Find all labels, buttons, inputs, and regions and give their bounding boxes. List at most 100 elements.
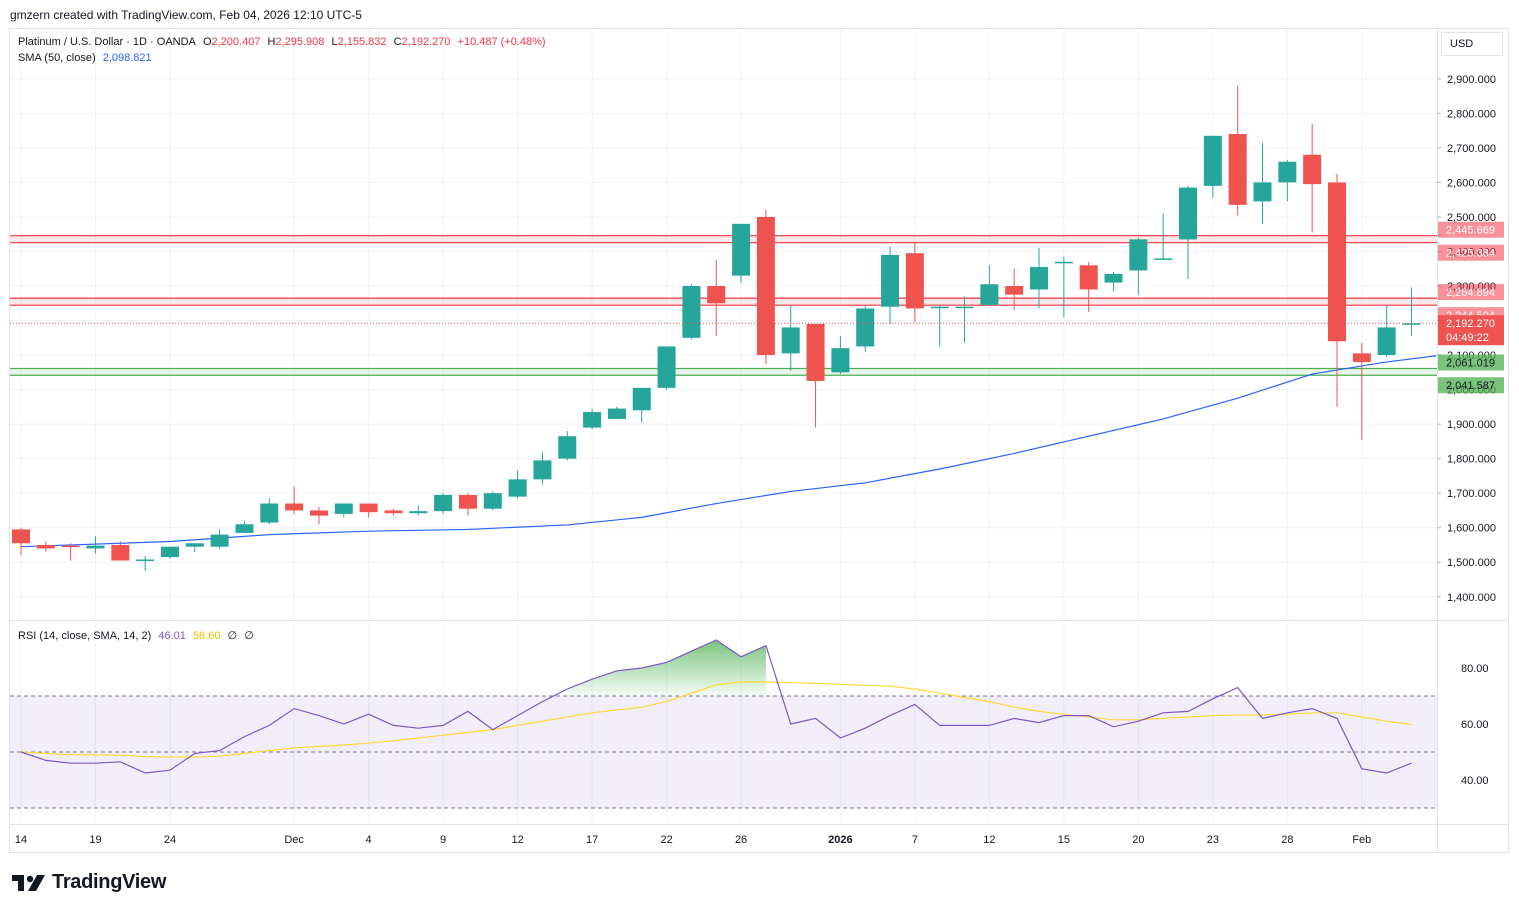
candle-down xyxy=(1303,154,1322,185)
price-tick-label: 1,400.000 xyxy=(1447,592,1496,604)
time-tick-label: Dec xyxy=(284,834,304,846)
candle-up xyxy=(86,545,105,549)
candle-up xyxy=(682,286,701,338)
candle-down xyxy=(359,503,378,513)
time-tick-label: Feb xyxy=(1352,834,1371,846)
candle-up xyxy=(831,348,850,373)
candle-up xyxy=(1154,258,1173,260)
time-tick-label: 4 xyxy=(366,834,372,846)
ohlc-open: O2,200.407 xyxy=(202,36,261,48)
candle-up xyxy=(483,493,502,509)
time-tick-label: 28 xyxy=(1281,834,1293,846)
rsi-value: 46.01 xyxy=(158,630,186,642)
candle-up xyxy=(1402,323,1421,325)
price-tick-label: 1,700.000 xyxy=(1447,488,1496,500)
time-tick-label: 15 xyxy=(1058,834,1070,846)
rsi-overbought-fill xyxy=(567,640,766,696)
level-zone xyxy=(10,368,1437,376)
price-tick-label: 2,600.000 xyxy=(1447,177,1496,189)
candle-down xyxy=(905,253,924,309)
time-tick-label: 24 xyxy=(164,834,176,846)
change-value: +10.487 (+0.48%) xyxy=(457,36,546,48)
level-price-tag xyxy=(1438,354,1504,371)
candle-up xyxy=(583,412,602,428)
sma-legend[interactable]: SMA (50, close) 2,098.821 xyxy=(18,52,156,64)
bar-countdown-label: 04:49:22 xyxy=(1446,332,1489,344)
candle-up xyxy=(508,479,527,497)
price-tick-label: 2,500.000 xyxy=(1447,212,1496,224)
candle-up xyxy=(657,346,676,388)
candle-up xyxy=(260,503,279,523)
rsi-band-fill xyxy=(10,696,1437,808)
level-price-label: 2,061.019 xyxy=(1446,358,1495,370)
level-price-label: 2,264.894 xyxy=(1446,287,1495,299)
candle-down xyxy=(1079,265,1098,290)
candle-up xyxy=(160,546,179,558)
price-tick-label: 1,600.000 xyxy=(1447,523,1496,535)
rsi-legend[interactable]: RSI (14, close, SMA, 14, 2) 46.01 58.60 … xyxy=(18,629,258,642)
level-price-label: 2,445.669 xyxy=(1446,225,1495,237)
chart-frame xyxy=(9,28,1509,853)
price-tick-label: 2,700.000 xyxy=(1447,143,1496,155)
candle-up xyxy=(1377,327,1396,356)
candle-up xyxy=(980,284,999,305)
candle-down xyxy=(1228,134,1247,205)
tradingview-brand[interactable]: TradingView xyxy=(12,871,166,894)
time-tick-label: 14 xyxy=(15,834,27,846)
symbol-label[interactable]: Platinum / U.S. Dollar · 1D · OANDA xyxy=(18,36,196,48)
candle-up xyxy=(558,436,577,459)
candle-down xyxy=(309,510,328,516)
tradingview-logo-icon xyxy=(12,874,46,892)
candle-up xyxy=(1104,273,1123,283)
candle-up xyxy=(185,543,204,547)
candle-down xyxy=(756,216,775,356)
price-tick-label: 1,800.000 xyxy=(1447,454,1496,466)
time-tick-label: 7 xyxy=(912,834,918,846)
level-zone xyxy=(10,235,1437,243)
rsi-tick-label: 40.00 xyxy=(1461,775,1489,787)
level-price-tag xyxy=(1438,284,1504,301)
candle-up xyxy=(1203,135,1222,186)
candle-down xyxy=(111,544,130,561)
attribution-text: gmzern created with TradingView.com, Feb… xyxy=(10,8,362,22)
sma-label: SMA (50, close) xyxy=(18,52,96,64)
time-tick-label: 17 xyxy=(586,834,598,846)
candle-up xyxy=(732,223,751,276)
candle-up xyxy=(136,559,155,561)
candle-up xyxy=(607,408,626,419)
rsi-label: RSI (14, close, SMA, 14, 2) xyxy=(18,630,152,642)
time-tick-label: 22 xyxy=(660,834,672,846)
candle-down xyxy=(806,323,825,381)
ohlc-close: C2,192.270 xyxy=(393,36,451,48)
level-price-label: 2,041.587 xyxy=(1446,380,1495,392)
candle-down xyxy=(61,545,80,548)
ohlc-high: H2,295.908 xyxy=(267,36,325,48)
candle-up xyxy=(334,503,353,514)
rsi-extra-1: ∅ xyxy=(227,630,238,642)
sma-line xyxy=(20,355,1437,548)
price-tick-label: 1,900.000 xyxy=(1447,419,1496,431)
candle-up xyxy=(781,327,800,354)
level-price-tag xyxy=(1438,221,1504,238)
time-tick-label: 19 xyxy=(89,834,101,846)
candle-down xyxy=(1352,353,1371,362)
candle-up xyxy=(881,254,900,307)
candle-up xyxy=(1030,267,1049,290)
rsi-line xyxy=(20,639,1412,774)
candle-up xyxy=(1278,161,1297,183)
candle-down xyxy=(36,544,55,549)
time-tick-label: 12 xyxy=(511,834,523,846)
ohlc-low: L2,155.832 xyxy=(331,36,387,48)
price-tick-label: 2,800.000 xyxy=(1447,108,1496,120)
rsi-tick-label: 60.00 xyxy=(1461,719,1489,731)
price-tick-label: 1,500.000 xyxy=(1447,557,1496,569)
candle-up xyxy=(1054,261,1073,264)
candle-down xyxy=(384,510,403,514)
currency-button[interactable]: USD xyxy=(1441,32,1503,56)
time-tick-label: 2026 xyxy=(828,834,852,846)
candle-up xyxy=(856,308,875,347)
last-price-label: 2,192.270 xyxy=(1446,318,1495,330)
candle-up xyxy=(1129,239,1148,271)
time-tick-label: 20 xyxy=(1132,834,1144,846)
